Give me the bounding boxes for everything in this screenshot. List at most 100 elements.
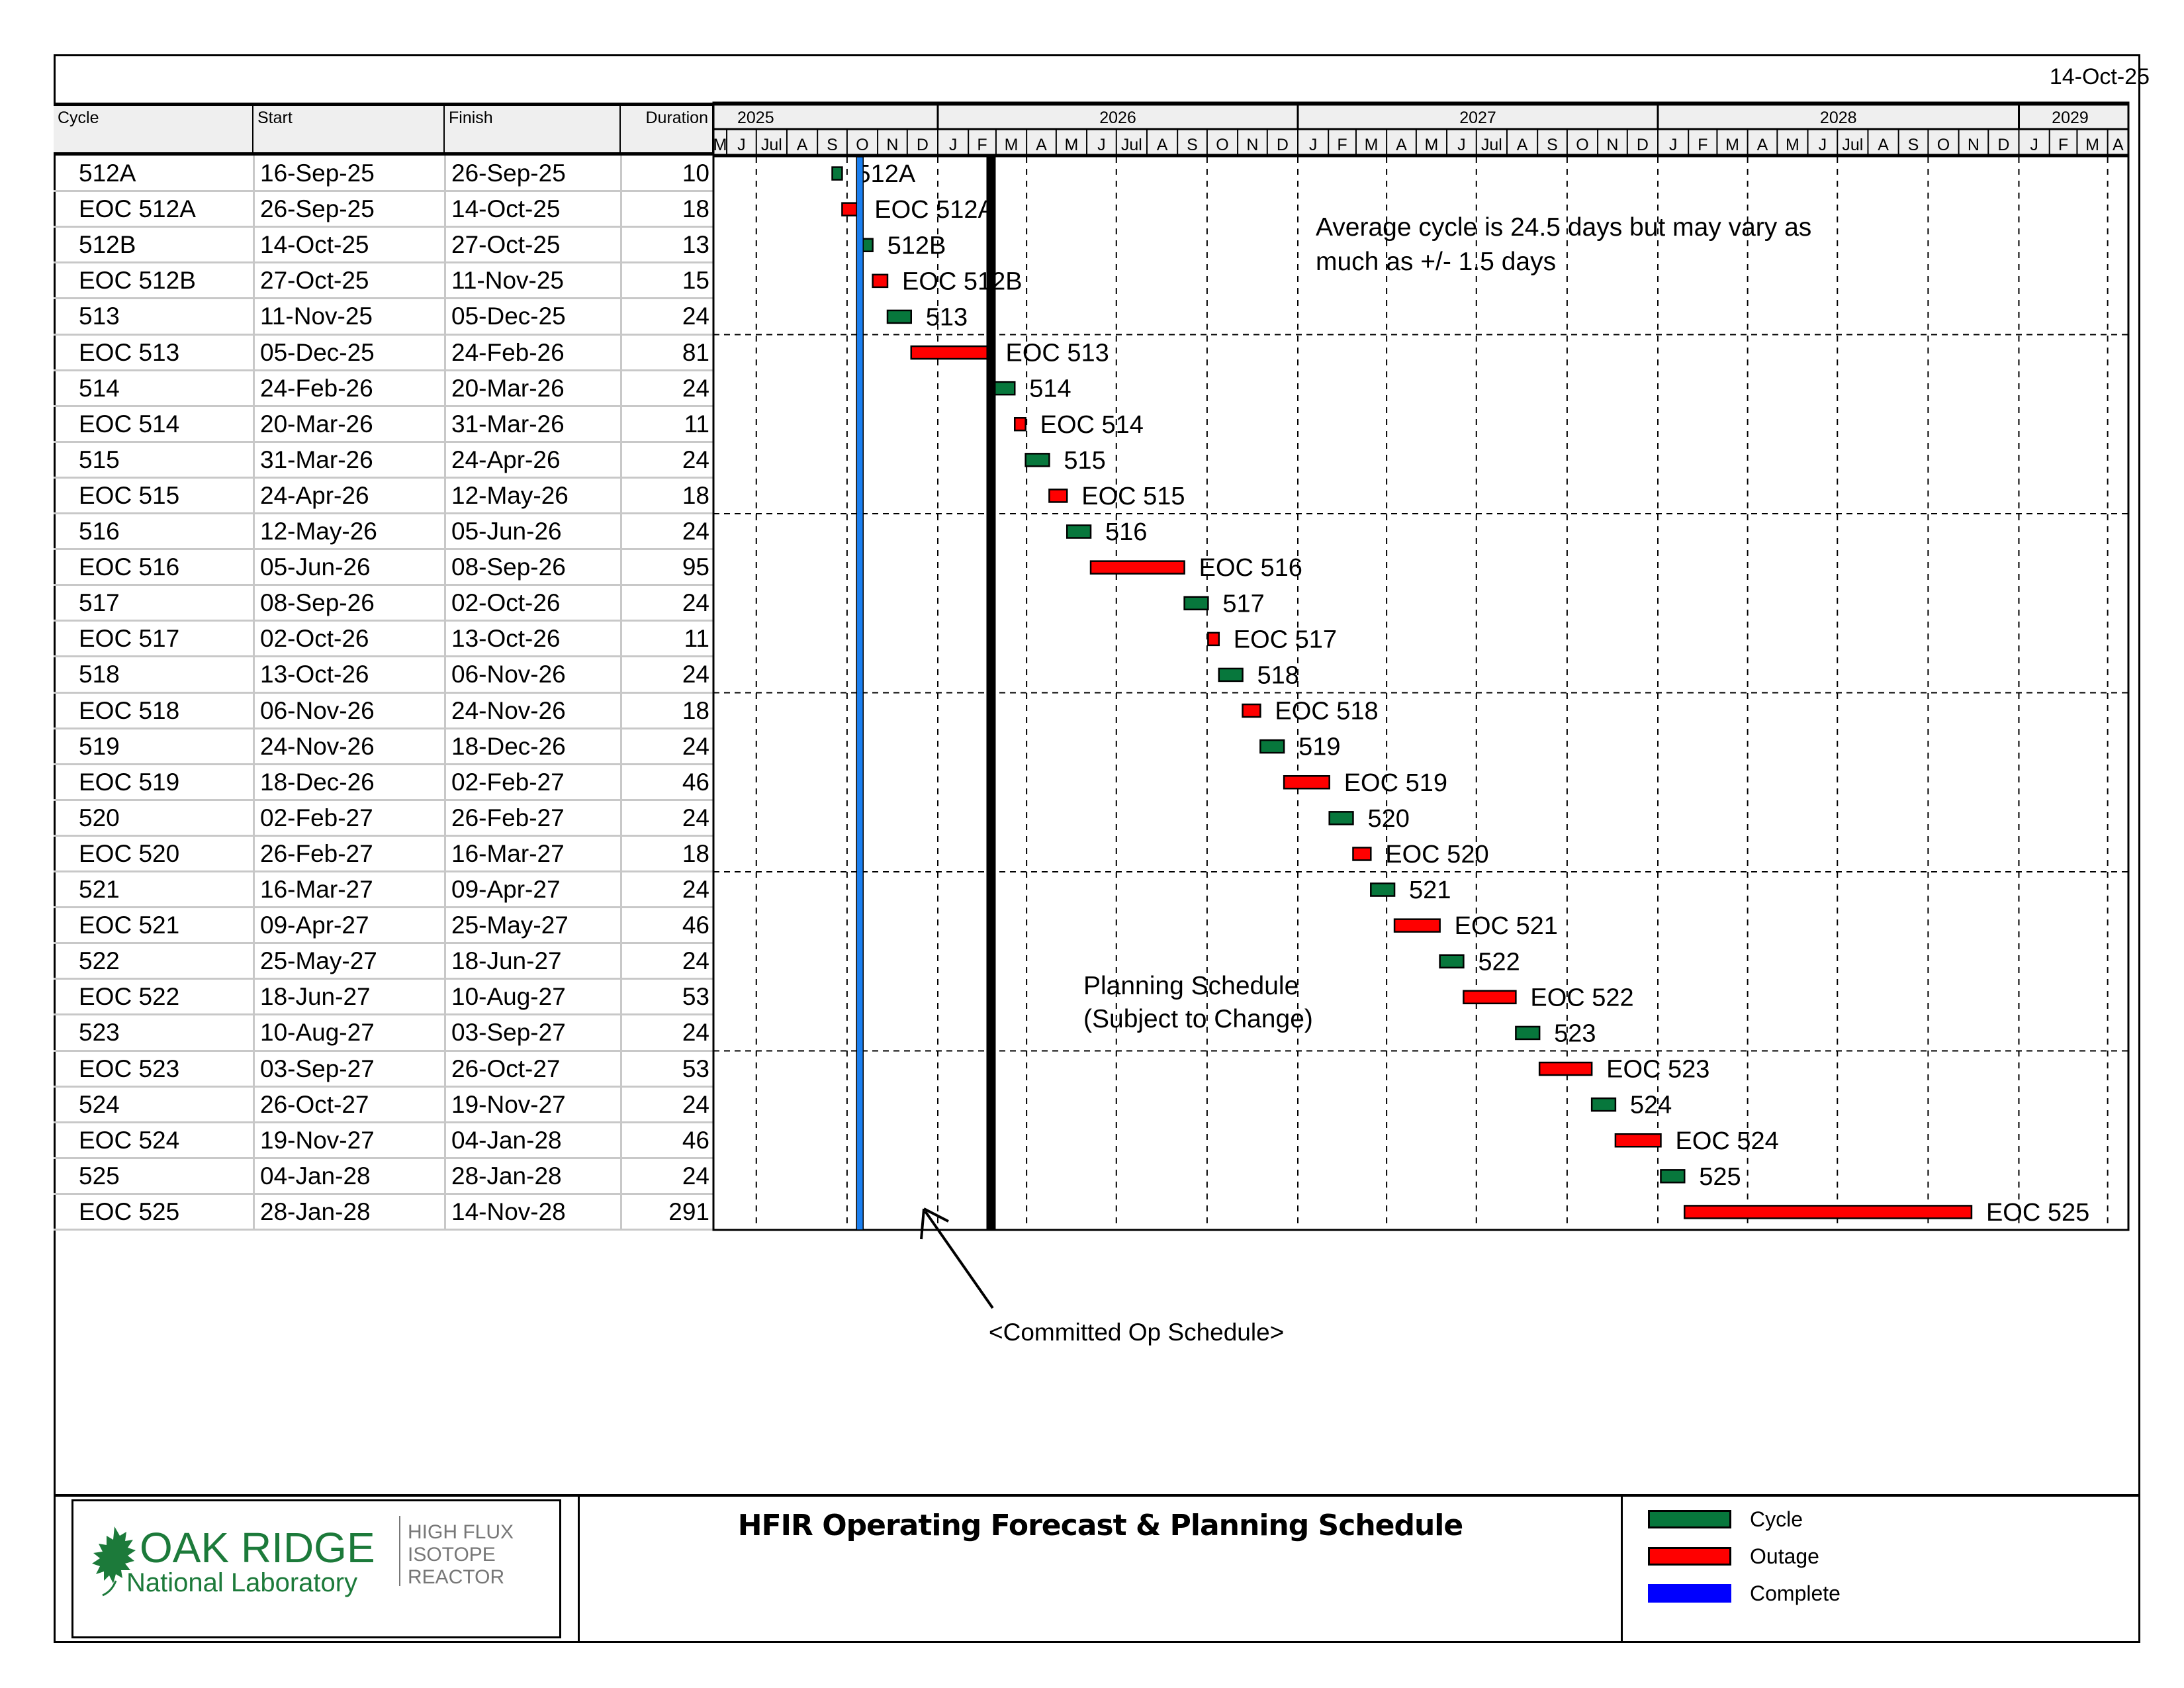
cell-duration: 24 [682, 804, 709, 831]
month-label: S [1547, 136, 1558, 154]
cell-finish: 26-Sep-25 [451, 160, 566, 187]
legend-item-complete: Complete [1648, 1581, 1841, 1605]
cycle-bar [1218, 667, 1244, 682]
month-label: A [1517, 136, 1528, 154]
committed-arrow-head-icon [920, 1207, 949, 1240]
cell-finish: 14-Nov-28 [451, 1197, 566, 1225]
cell-finish: 18-Dec-26 [451, 732, 566, 760]
cell-finish: 09-Apr-27 [451, 876, 561, 903]
month-label: F [977, 136, 987, 154]
cell-duration: 24 [682, 1090, 709, 1118]
month-label: A [797, 136, 808, 154]
cell-finish: 14-Oct-25 [451, 195, 561, 223]
cell-start: 27-Oct-25 [260, 267, 369, 295]
month-label: M [1365, 136, 1379, 154]
row-divider [54, 906, 713, 909]
bar-label: EOC 512B [902, 267, 1023, 295]
cell-duration: 24 [682, 303, 709, 330]
cell-cycle: EOC 517 [79, 625, 180, 653]
bar-label: EOC 518 [1275, 698, 1378, 726]
cell-cycle: 515 [79, 445, 120, 473]
average-cycle-note-line-2: much as +/- 1.5 days [1316, 248, 1557, 276]
cell-duration: 18 [682, 195, 709, 223]
cell-cycle: 519 [79, 732, 120, 760]
month-label: M [713, 136, 727, 154]
row-divider [54, 942, 713, 945]
cell-duration: 24 [682, 661, 709, 688]
cell-start: 14-Oct-25 [260, 231, 369, 259]
month-label: S [827, 136, 838, 154]
cell-cycle: 524 [79, 1090, 120, 1118]
legend-swatch-cycle [1648, 1510, 1731, 1528]
cell-duration: 81 [682, 338, 709, 366]
cell-duration: 24 [682, 1162, 709, 1190]
outage-bar [1538, 1061, 1593, 1076]
cell-finish: 24-Nov-26 [451, 696, 566, 724]
row-divider [54, 798, 713, 801]
cell-finish: 18-Jun-27 [451, 947, 562, 975]
bar-label: 521 [1409, 876, 1451, 904]
bar-label: EOC 520 [1385, 841, 1488, 868]
month-label: S [1187, 136, 1198, 154]
cycle-bar [1328, 811, 1354, 825]
month-label: M [2085, 136, 2099, 154]
month-label: M [1005, 136, 1019, 154]
footer-title: HFIR Operating Forecast & Planning Sched… [737, 1509, 1463, 1542]
outage-bar [1614, 1133, 1662, 1148]
cell-duration: 24 [682, 589, 709, 617]
bar-label: 516 [1105, 518, 1147, 546]
cell-duration: 24 [682, 374, 709, 402]
legend-label-complete: Complete [1750, 1581, 1841, 1605]
cell-duration: 24 [682, 518, 709, 545]
planning-schedule-note: Planning Schedule (Subject to Change) [1083, 970, 1313, 1036]
column-header-finish-label: Finish [449, 109, 493, 127]
month-label: A [1157, 136, 1168, 154]
row-divider [54, 834, 713, 837]
cell-cycle: 522 [79, 947, 120, 975]
cell-start: 26-Sep-25 [260, 195, 375, 223]
month-label: J [1309, 136, 1318, 154]
cell-duration: 46 [682, 912, 709, 939]
cell-finish: 03-Sep-27 [451, 1019, 566, 1047]
cell-cycle: EOC 512B [79, 267, 196, 295]
cell-duration: 24 [682, 1019, 709, 1047]
cell-cycle: 521 [79, 876, 120, 903]
cell-cycle: EOC 523 [79, 1055, 180, 1082]
cycle-bar [1066, 524, 1092, 539]
oak-leaf-icon [92, 1526, 136, 1597]
cell-cycle: 518 [79, 661, 120, 688]
row-divider [54, 1085, 713, 1088]
bar-label: 525 [1699, 1163, 1741, 1191]
row-divider [54, 226, 713, 228]
cell-finish: 26-Feb-27 [451, 804, 565, 831]
cell-duration: 13 [682, 231, 709, 259]
cell-cycle: EOC 518 [79, 696, 180, 724]
average-cycle-note-line-1: Average cycle is 24.5 days but may vary … [1316, 213, 1812, 242]
cell-start: 05-Jun-26 [260, 553, 371, 581]
report-date: 14-Oct-25 [2049, 64, 2150, 89]
cell-start: 06-Nov-26 [260, 696, 375, 724]
bar-label: 518 [1257, 661, 1299, 689]
column-header-duration-label: Duration [645, 109, 709, 127]
cell-start: 31-Mar-26 [260, 445, 373, 473]
bar-label: EOC 524 [1675, 1127, 1778, 1155]
bar-label: EOC 523 [1606, 1056, 1709, 1084]
bar-label: 514 [1029, 375, 1071, 403]
month-label: O [856, 136, 868, 154]
cycle-bar [1259, 739, 1285, 754]
column-header-cycle: Cycle [54, 103, 253, 156]
row-divider [54, 620, 713, 622]
year-label: 2027 [1459, 109, 1496, 127]
year-label: 2028 [1820, 109, 1857, 127]
row-divider [54, 1121, 713, 1123]
planning-schedule-line-2: (Subject to Change) [1083, 1005, 1313, 1033]
bar-label: EOC 516 [1199, 554, 1302, 582]
chart-border [712, 101, 2130, 1231]
month-label: M [1065, 136, 1079, 154]
cell-start: 24-Feb-26 [260, 374, 373, 402]
row-divider [54, 870, 713, 872]
logo-national-laboratory: National Laboratory [126, 1568, 357, 1597]
row-divider [54, 297, 713, 300]
cell-start: 26-Feb-27 [260, 839, 373, 867]
outage-bar [1463, 990, 1517, 1005]
